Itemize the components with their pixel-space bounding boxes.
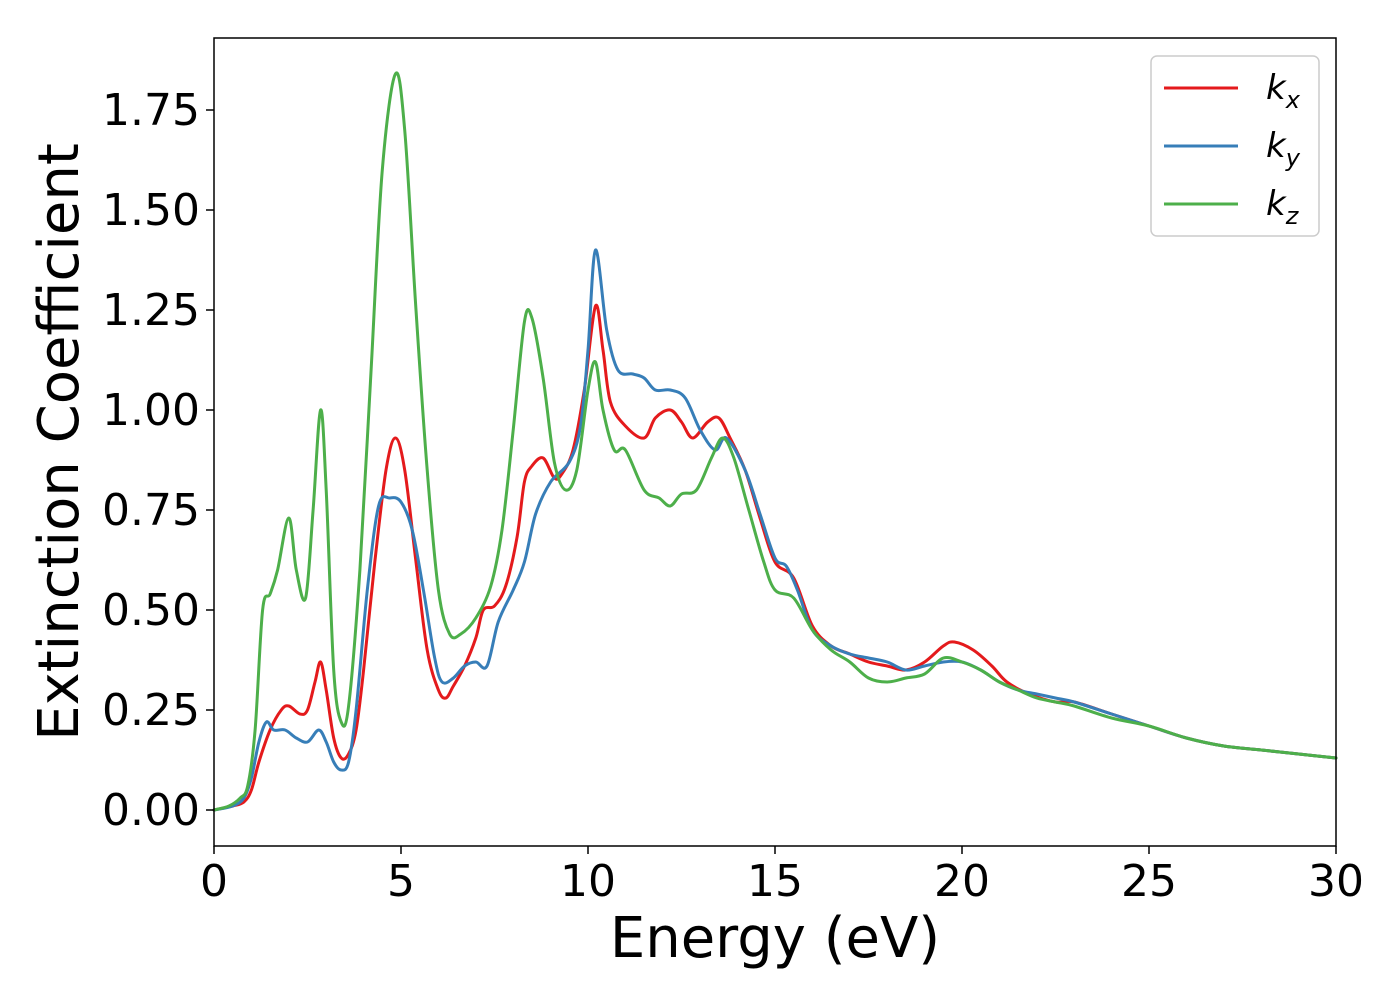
legend-label-subscript: z [1285,202,1300,230]
y-tick-label: 1.50 [102,185,200,236]
y-axis-ticks: 0.00 0.25 0.50 0.75 1.00 1.25 1.50 1.75 [102,85,214,836]
series-line-kz [212,71,1338,812]
x-tick-label: 5 [387,856,415,907]
series-line-kx [212,303,1338,812]
x-tick-label: 30 [1308,856,1364,907]
x-tick-label: 20 [934,856,990,907]
x-tick-label: 10 [560,856,616,907]
y-tick-label: 1.75 [102,85,200,136]
x-axis-ticks: 0 5 10 15 20 25 30 [200,846,1364,907]
y-tick-label: 1.00 [102,385,200,436]
x-tick-label: 0 [200,856,228,907]
legend-label-base: k [1266,126,1287,166]
legend-label-subscript: y [1285,144,1301,172]
x-tick-label: 15 [747,856,803,907]
legend-label-base: k [1266,68,1287,108]
legend-label-kz: kz [1266,184,1300,230]
y-axis-label: Extinction Coefficient [27,143,92,741]
y-tick-label: 0.25 [102,685,200,736]
legend-label-subscript: x [1285,86,1301,114]
y-tick-label: 0.00 [102,785,200,836]
y-tick-label: 0.50 [102,585,200,636]
series-layer [212,71,1338,812]
plot-background [214,38,1336,846]
legend-label-kx: kx [1266,68,1301,114]
x-tick-label: 25 [1121,856,1177,907]
legend-label-base: k [1266,184,1287,224]
y-tick-label: 1.25 [102,285,200,336]
legend-label-ky: ky [1266,126,1301,172]
x-axis-label: Energy (eV) [610,906,940,971]
y-tick-label: 0.75 [102,485,200,536]
